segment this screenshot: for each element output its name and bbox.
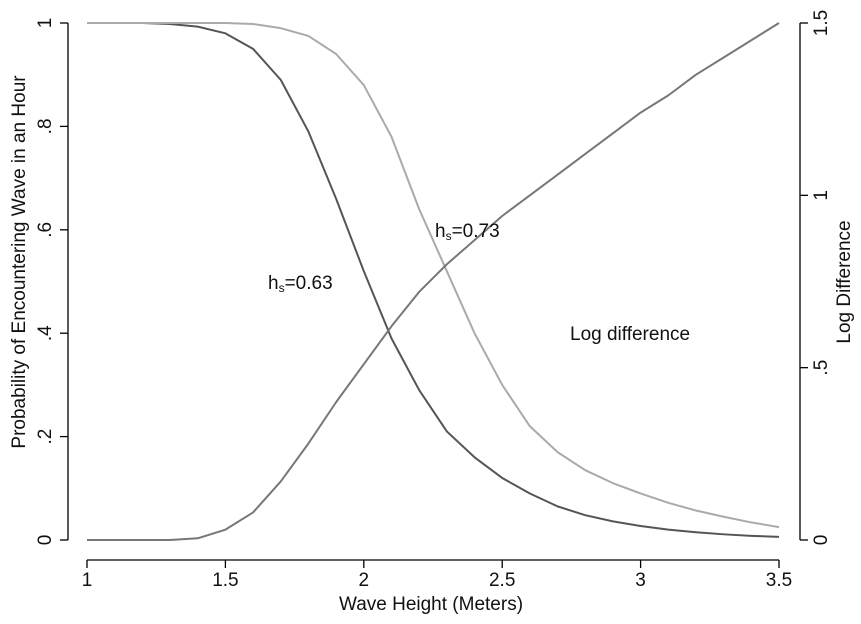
y-tick-label: .8: [35, 118, 56, 134]
x-tick-label: 3: [635, 570, 646, 591]
y-tick-label: .4: [35, 325, 56, 341]
series-line: [87, 22, 780, 529]
annotation-subscript: s: [279, 281, 285, 295]
annotation-text: h: [435, 221, 446, 242]
annotation: hs=0.63: [268, 273, 333, 295]
annotation-text: =0.73: [452, 221, 500, 242]
y-tick-label: .6: [35, 222, 56, 238]
x-tick-label: 2.5: [489, 570, 515, 591]
y-tick-label: 0: [35, 535, 56, 546]
y2-axis-label: Log Difference: [834, 220, 855, 343]
annotation: hs=0.73: [435, 221, 500, 243]
series-line: [87, 22, 780, 538]
x-axis-label: Wave Height (Meters): [339, 594, 523, 615]
x-tick-label: 2: [359, 570, 370, 591]
y2-tick-label: .5: [811, 360, 832, 376]
y2-tick-label: 1.5: [811, 10, 832, 36]
y2-tick-label: 1: [811, 190, 832, 201]
x-tick-label: 3.5: [766, 570, 792, 591]
series-line: [87, 22, 780, 541]
annotation: Log difference: [570, 324, 690, 345]
annotation-text: Log difference: [570, 324, 690, 345]
x-tick-label: 1: [82, 570, 93, 591]
y-tick-label: .2: [35, 429, 56, 445]
annotation-text: h: [268, 273, 279, 294]
annotation-text: =0.63: [285, 273, 333, 294]
y-axis-label: Probability of Encountering Wave in an H…: [9, 75, 30, 449]
x-tick-label: 1.5: [212, 570, 238, 591]
y2-tick-label: 0: [811, 535, 832, 546]
y-tick-label: 1: [35, 18, 56, 29]
annotation-subscript: s: [446, 229, 452, 243]
